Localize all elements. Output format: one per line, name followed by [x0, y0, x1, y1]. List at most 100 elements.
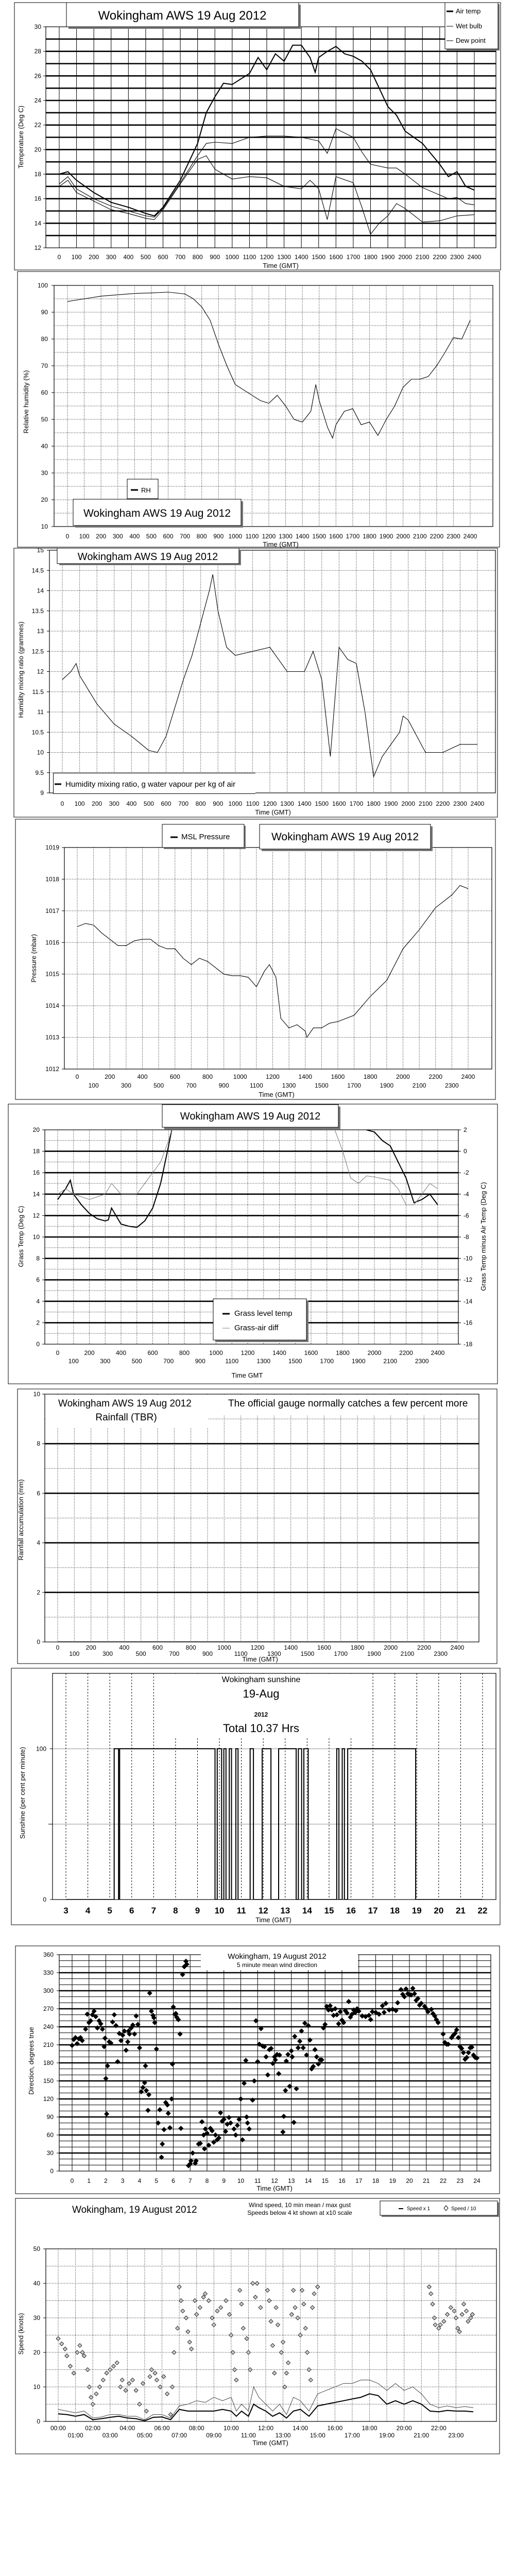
chart-title: Wokingham AWS 19 Aug 2012 [98, 9, 267, 23]
speed-div10-point [253, 2295, 258, 2300]
legend [444, 2, 499, 49]
speed-div10-point [464, 2309, 469, 2314]
x-tick-label: 600 [163, 533, 173, 540]
direction-point [146, 2092, 152, 2097]
direction-point [132, 2031, 138, 2037]
direction-point [197, 2141, 203, 2146]
x-tick-label: 02:00 [85, 2425, 100, 2432]
direction-point [238, 2096, 244, 2102]
series-line-air-temp [59, 44, 475, 217]
y-tick-label: 60 [41, 389, 48, 396]
x-tick-label: 2300 [415, 1358, 429, 1365]
x-tick-label: 1300 [282, 1082, 296, 1089]
y2-tick-label: 2 [464, 1126, 467, 1133]
y-tick-label: 180 [43, 2059, 54, 2066]
y-tick-label: 30 [33, 2314, 41, 2321]
x-tick-label: 2000 [401, 800, 415, 807]
title-area [201, 1954, 358, 1970]
direction-point [334, 2012, 340, 2018]
direction-point [209, 2128, 215, 2133]
speed-div10-point [310, 2305, 315, 2310]
direction-point [281, 2113, 287, 2119]
x-tick-label: 500 [153, 1082, 164, 1089]
direction-point [160, 2141, 165, 2147]
speed-div10-point [470, 2312, 475, 2317]
y-tick-label: 20 [33, 2349, 41, 2356]
speed-div10-point [295, 2315, 300, 2320]
speed-div10-point [448, 2305, 453, 2310]
speed-div10-point [175, 2326, 180, 2331]
direction-point [464, 2055, 470, 2060]
direction-point [226, 2115, 232, 2121]
y-axis-label: Humidity mixing ratio (grammes) [17, 621, 25, 718]
x-tick-label: 2400 [451, 1644, 465, 1651]
y-tick-label: 13 [37, 628, 44, 635]
direction-point [169, 2061, 175, 2067]
legend-label: Air temp [456, 7, 480, 15]
direction-point [136, 2045, 143, 2050]
x-tick-label: 1600 [317, 1644, 331, 1651]
x-tick-label: 1100 [246, 533, 259, 540]
direction-point [277, 2052, 282, 2058]
y2-tick-label: -2 [464, 1169, 469, 1176]
legend-label: Speed / 10 [451, 2206, 476, 2212]
chart-5: 0246810010020030040050060070080090010001… [17, 1391, 479, 1663]
x-tick-label: 18 [372, 2177, 380, 2184]
y-tick-label: 20 [41, 496, 48, 503]
direction-point [285, 2052, 291, 2057]
x-tick-label: 1000 [233, 1073, 247, 1080]
speed-div10-point [430, 2301, 435, 2307]
direction-point [376, 2011, 382, 2017]
speed-div10-point [189, 2346, 194, 2351]
x-tick-label: 08:00 [189, 2425, 204, 2432]
y-tick-label: 10 [33, 1391, 41, 1398]
y-tick-label: 40 [41, 443, 48, 450]
speed-div10-point [140, 2381, 146, 2386]
direction-point [193, 2158, 199, 2164]
speed-div10-point [312, 2291, 317, 2296]
direction-point [262, 2044, 267, 2049]
title-box [73, 499, 242, 526]
direction-point [283, 2058, 289, 2064]
x-tick-label: 07:00 [171, 2432, 187, 2439]
y-tick-label: 330 [43, 1969, 54, 1976]
direction-point [125, 2039, 131, 2045]
x-tick-label: 19 [412, 1906, 422, 1916]
gridlines [49, 550, 495, 793]
plot-area [46, 2249, 496, 2421]
x-tick-label: 400 [119, 1644, 129, 1651]
y-tick-label: 1014 [45, 1002, 59, 1009]
speed-div10-point [154, 2378, 159, 2383]
x-tick-label: 1100 [243, 253, 256, 261]
speed-div10-point [268, 2319, 273, 2324]
x-tick-label: 0 [56, 1644, 60, 1651]
direction-point [120, 2032, 126, 2038]
x-tick-label: 20:00 [397, 2425, 412, 2432]
direction-point [152, 2020, 158, 2025]
speed-div10-point [286, 2360, 291, 2365]
direction-point [435, 2020, 441, 2025]
speed-div10-point [94, 2391, 99, 2396]
direction-point [153, 2046, 159, 2052]
x-tick-label: 4 [85, 1906, 91, 1916]
direction-point [79, 2038, 85, 2043]
x-tick-label: 18:00 [362, 2425, 377, 2432]
direction-point [181, 1964, 187, 1970]
x-tick-label: 1200 [260, 253, 274, 261]
direction-point [305, 2023, 311, 2028]
direction-point [69, 2043, 75, 2048]
direction-point [151, 2015, 157, 2021]
speed-div10-point [168, 2412, 173, 2417]
direction-point [287, 2083, 293, 2089]
gridlines [45, 1130, 458, 1344]
direction-point [143, 2063, 148, 2069]
y-tick-label: 70 [41, 362, 48, 369]
direction-point [336, 2021, 341, 2027]
direction-point [381, 2009, 387, 2015]
speed-div10-point [114, 2360, 119, 2365]
chart-annotations: Wokingham AWS 19 Aug 2012 Air temp Wet b… [45, 2, 500, 2217]
direction-point [159, 2155, 164, 2160]
sunshine-total: Total 10.37 Hrs [223, 1722, 299, 1735]
x-tick-label: 400 [137, 1073, 147, 1080]
x-tick-label: 4 [138, 2177, 142, 2184]
